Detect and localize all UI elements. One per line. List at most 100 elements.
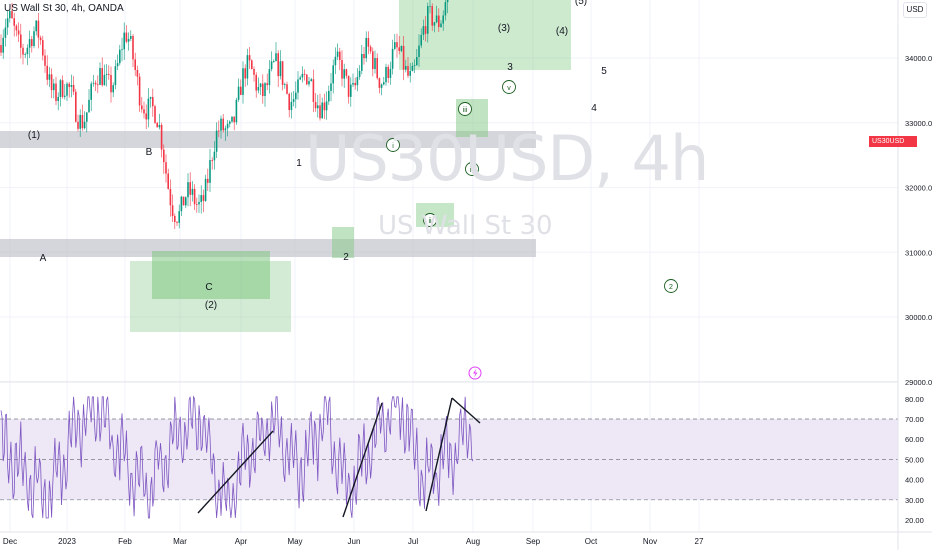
price-candle — [372, 51, 374, 70]
price-candle — [374, 58, 376, 70]
price-candle — [231, 116, 233, 122]
price-candle — [394, 42, 396, 49]
price-candle — [248, 55, 251, 61]
price-candle — [281, 61, 284, 85]
price-candle — [108, 74, 110, 75]
wave-label: 3 — [507, 62, 513, 73]
price-candle — [229, 121, 231, 124]
price-candle — [94, 82, 97, 85]
price-candle — [202, 195, 205, 201]
price-candle — [187, 182, 189, 198]
price-candle — [222, 118, 224, 131]
wave-label: 4 — [591, 103, 597, 114]
price-candle — [156, 122, 158, 128]
price-candle — [20, 34, 22, 48]
price-candle — [37, 20, 40, 38]
rsi-tick-label: 30.00 — [905, 496, 924, 505]
price-candle — [433, 22, 436, 26]
price-candle — [405, 66, 407, 70]
rsi-tick-label: 70.00 — [905, 415, 924, 424]
price-candle — [429, 6, 431, 7]
price-candle — [158, 124, 161, 128]
rsi-trendline — [425, 397, 453, 512]
wave-label: 5 — [601, 66, 607, 77]
rsi-trendline — [197, 430, 274, 514]
price-candle — [396, 42, 398, 48]
rsi-tick-label: 60.00 — [905, 435, 924, 444]
price-candle — [237, 86, 240, 100]
price-candle — [66, 83, 68, 96]
price-candle — [332, 65, 334, 84]
price-candle — [141, 105, 143, 110]
price-candle — [367, 38, 370, 47]
price-candle — [350, 84, 352, 97]
price-candle — [413, 65, 416, 67]
price-candle — [55, 83, 57, 101]
rsi-tick-label: 20.00 — [905, 516, 924, 525]
price-candle — [257, 86, 260, 91]
price-unit[interactable]: USD — [903, 2, 927, 18]
price-candle — [438, 15, 440, 28]
price-candle — [273, 61, 275, 62]
wave-label: (2) — [205, 300, 217, 311]
target-zone — [152, 251, 270, 299]
price-candle — [33, 31, 35, 47]
price-candle — [28, 39, 31, 48]
price-candle — [15, 25, 18, 31]
price-candle — [119, 49, 121, 64]
time-tick-label: Oct — [585, 537, 598, 546]
price-candle — [110, 74, 112, 93]
price-candle — [169, 188, 172, 206]
price-candle — [378, 78, 381, 88]
time-tick-label: Mar — [173, 537, 187, 546]
price-candle — [127, 38, 130, 42]
wave-label: (4) — [556, 26, 568, 37]
price-candle — [167, 173, 169, 189]
price-candle — [352, 82, 354, 85]
price-tick-label: 30000.0 — [905, 313, 932, 322]
price-candle — [61, 80, 64, 97]
price-candle — [292, 99, 295, 102]
price-candle — [103, 74, 106, 86]
price-candle — [105, 74, 108, 75]
wave-circle — [502, 80, 516, 94]
price-candle — [68, 83, 70, 87]
price-candle — [286, 84, 288, 94]
price-candle — [22, 47, 24, 55]
price-candle — [191, 188, 194, 195]
price-candle — [387, 66, 389, 78]
price-candle — [211, 160, 213, 161]
price-candle — [13, 18, 15, 26]
price-candle — [431, 6, 433, 26]
price-candle — [240, 86, 242, 95]
price-candle — [2, 37, 4, 53]
wave-circle-label: i — [392, 143, 394, 150]
price-candle — [409, 70, 411, 76]
time-tick-label: Dec — [3, 537, 17, 546]
price-candle — [354, 82, 356, 86]
price-candle — [275, 53, 277, 62]
price-candle — [200, 195, 202, 202]
price-candle — [323, 102, 326, 111]
time-tick-label: Apr — [235, 537, 248, 546]
price-candle — [48, 74, 51, 80]
price-candle — [264, 83, 266, 97]
price-candle — [176, 221, 178, 223]
wave-circle — [423, 213, 437, 227]
price-candle — [57, 96, 59, 101]
wave-label: (1) — [28, 130, 40, 141]
price-candle — [207, 178, 209, 183]
price-candle — [376, 58, 378, 79]
price-candle — [174, 216, 176, 222]
wave-circle-label: iii — [463, 107, 468, 114]
price-candle — [424, 26, 427, 34]
wave-circle-label: v — [507, 85, 511, 92]
price-candle — [70, 85, 73, 87]
wave-circle-label: 2 — [669, 284, 673, 291]
price-candle — [132, 36, 134, 60]
rsi-tick-label: 40.00 — [905, 476, 924, 485]
price-candle — [416, 57, 418, 66]
